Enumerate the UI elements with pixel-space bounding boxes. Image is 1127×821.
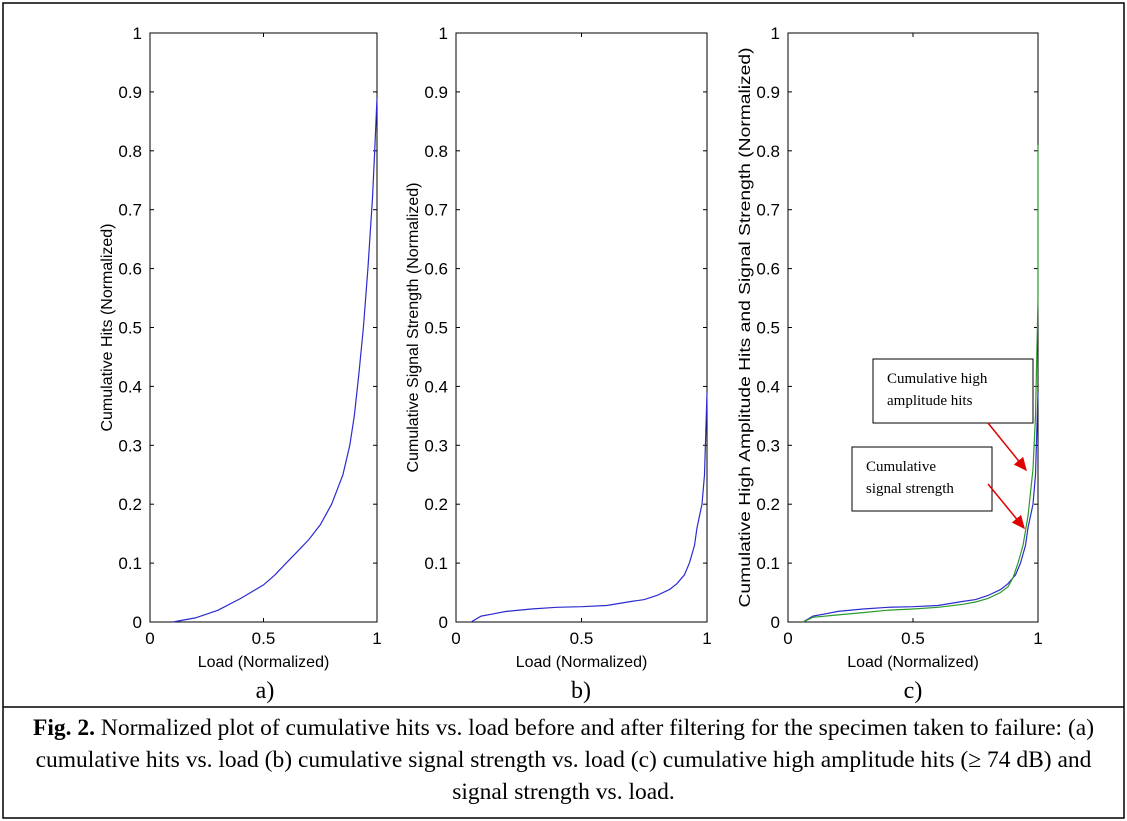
x-tick-label: 1 bbox=[702, 629, 711, 648]
y-tick-label: 0.5 bbox=[756, 319, 780, 338]
x-tick-label: 0.5 bbox=[570, 629, 594, 648]
panel-label: a) bbox=[256, 678, 275, 704]
x-axis-title: Load (Normalized) bbox=[198, 654, 330, 671]
y-tick-label: 0.5 bbox=[424, 319, 448, 338]
annotation-arrow bbox=[987, 483, 1025, 530]
y-tick-label: 0.9 bbox=[756, 83, 780, 102]
y-tick-label: 0.6 bbox=[756, 260, 780, 279]
x-axis-title: Load (Normalized) bbox=[516, 654, 648, 671]
y-tick-label: 0.3 bbox=[756, 436, 780, 455]
annotation-box bbox=[851, 446, 993, 512]
y-tick-label: 0.4 bbox=[424, 377, 448, 396]
caption-label: Fig. 2. bbox=[32, 715, 95, 741]
x-tick-label: 1 bbox=[372, 629, 381, 648]
panel-label: b) bbox=[571, 678, 591, 704]
series-line-2 bbox=[802, 144, 1039, 623]
x-tick-label: 1 bbox=[1033, 629, 1042, 648]
plot-area bbox=[455, 32, 708, 623]
y-tick-label: 0.7 bbox=[756, 201, 780, 220]
figure-caption: Fig. 2. Normalized plot of cumulative hi… bbox=[6, 712, 1121, 816]
x-tick-label: 0.5 bbox=[901, 629, 925, 648]
y-tick-label: 0.8 bbox=[756, 142, 780, 161]
annotation-box bbox=[872, 358, 1034, 424]
y-axis-title: Cumulative High Amplitude Hits and Signa… bbox=[737, 48, 754, 608]
y-tick-label: 0 bbox=[439, 613, 448, 632]
y-tick-label: 0.3 bbox=[424, 436, 448, 455]
y-tick-label: 1 bbox=[439, 24, 448, 43]
annotation-text: amplitude hits bbox=[887, 393, 973, 409]
y-tick-label: 0.8 bbox=[118, 142, 142, 161]
series-line-1 bbox=[172, 97, 378, 623]
annotation-text: signal strength bbox=[866, 481, 954, 497]
y-tick-label: 1 bbox=[133, 24, 142, 43]
plot-area bbox=[149, 32, 378, 623]
series-line-1 bbox=[470, 392, 708, 623]
x-tick-label: 0 bbox=[451, 629, 460, 648]
panel-label: c) bbox=[904, 678, 923, 704]
y-tick-label: 0.6 bbox=[118, 260, 142, 279]
y-tick-label: 0 bbox=[133, 613, 142, 632]
y-tick-label: 0.9 bbox=[118, 83, 142, 102]
x-tick-label: 0 bbox=[145, 629, 154, 648]
y-tick-label: 0.2 bbox=[424, 495, 448, 514]
y-tick-label: 0.3 bbox=[118, 436, 142, 455]
caption-text: Normalized plot of cumulative hits vs. l… bbox=[35, 715, 1095, 805]
y-tick-label: 0.5 bbox=[118, 319, 142, 338]
y-tick-label: 0.7 bbox=[424, 201, 448, 220]
annotation-text: Cumulative high bbox=[887, 371, 988, 387]
panel-c-annotations: Cumulative high amplitude hits Cumulative s… bbox=[851, 358, 1034, 530]
plot-area bbox=[787, 32, 1039, 623]
x-tick-label: 0 bbox=[783, 629, 792, 648]
y-tick-label: 0.2 bbox=[118, 495, 142, 514]
y-tick-label: 0.6 bbox=[424, 260, 448, 279]
y-tick-label: 0.1 bbox=[756, 554, 780, 573]
x-tick-label: 0.5 bbox=[252, 629, 276, 648]
y-tick-label: 0.9 bbox=[424, 83, 448, 102]
annotation-text: Cumulative bbox=[866, 459, 936, 475]
y-tick-label: 0.4 bbox=[118, 377, 142, 396]
series-line-1 bbox=[802, 392, 1039, 623]
y-tick-label: 1 bbox=[771, 24, 780, 43]
y-axis-title: Cumulative Signal Strength (Normalized) bbox=[405, 183, 422, 473]
panel-b: 0 0.1 0.2 0.3 0.4 0.5 0.6 0.7 0.8 0.9 1 0 0.5 1 Load (… bbox=[405, 24, 712, 704]
x-axis-title: Load (Normalized) bbox=[847, 654, 979, 671]
y-tick-label: 0.7 bbox=[118, 201, 142, 220]
panel-c: 0 0.1 0.2 0.3 0.4 0.5 0.6 0.7 0.8 0.9 1 0 0.5 1 Load (… bbox=[737, 24, 1043, 704]
panel-a: 0 0.1 0.2 0.3 0.4 0.5 0.6 0.7 0.8 0.9 1 0 0.5 1 Load (… bbox=[99, 24, 382, 704]
y-tick-label: 0 bbox=[771, 613, 780, 632]
y-tick-label: 0.8 bbox=[424, 142, 448, 161]
annotation-arrow bbox=[987, 422, 1027, 472]
y-axis-title: Cumulative Hits (Normalized) bbox=[99, 223, 116, 431]
y-tick-label: 0.1 bbox=[424, 554, 448, 573]
y-tick-label: 0.2 bbox=[756, 495, 780, 514]
y-tick-label: 0.4 bbox=[756, 377, 780, 396]
y-tick-label: 0.1 bbox=[118, 554, 142, 573]
